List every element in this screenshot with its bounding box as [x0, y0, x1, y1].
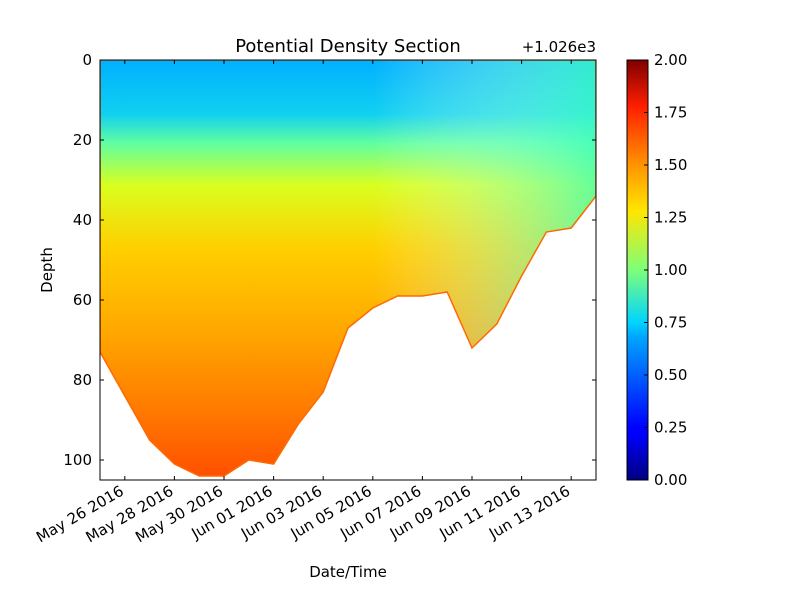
plot-frame [99, 59, 597, 481]
y-tick-label: 100 [63, 451, 92, 469]
density-section-late-shading [100, 60, 596, 476]
x-axis-label: Date/Time [309, 563, 387, 581]
y-tick-label: 20 [73, 131, 92, 149]
colorbar-tick-label: 1.50 [654, 156, 687, 174]
y-axis-label: Depth [38, 247, 56, 293]
y-tick-label: 0 [82, 51, 92, 69]
y-tick-label: 40 [73, 211, 92, 229]
colorbar-tick-label: 0.75 [654, 314, 687, 332]
bottom-depth-outline [100, 60, 596, 477]
offset-label: +1.026e3 [522, 38, 596, 56]
colorbar-ticks: 0.00 0.25 0.50 0.75 1.00 1.25 1.50 1.75 2.00 [644, 51, 687, 489]
colorbar-tick-label: 0.00 [654, 471, 687, 489]
y-tick-label: 60 [73, 291, 92, 309]
chart-title: Potential Density Section [235, 36, 461, 57]
colorbar-tick-label: 0.25 [654, 419, 687, 437]
colorbar-tick-label: 1.25 [654, 209, 687, 227]
y-tick-label: 80 [73, 371, 92, 389]
y-axis: 0 20 40 60 80 100 [63, 51, 596, 469]
colorbar-tick-label: 0.50 [654, 366, 687, 384]
plot-area [100, 60, 596, 477]
colorbar-tick-label: 2.00 [654, 51, 687, 69]
colorbar-tick-label: 1.75 [654, 104, 687, 122]
colorbar-tick-label: 1.00 [654, 261, 687, 279]
